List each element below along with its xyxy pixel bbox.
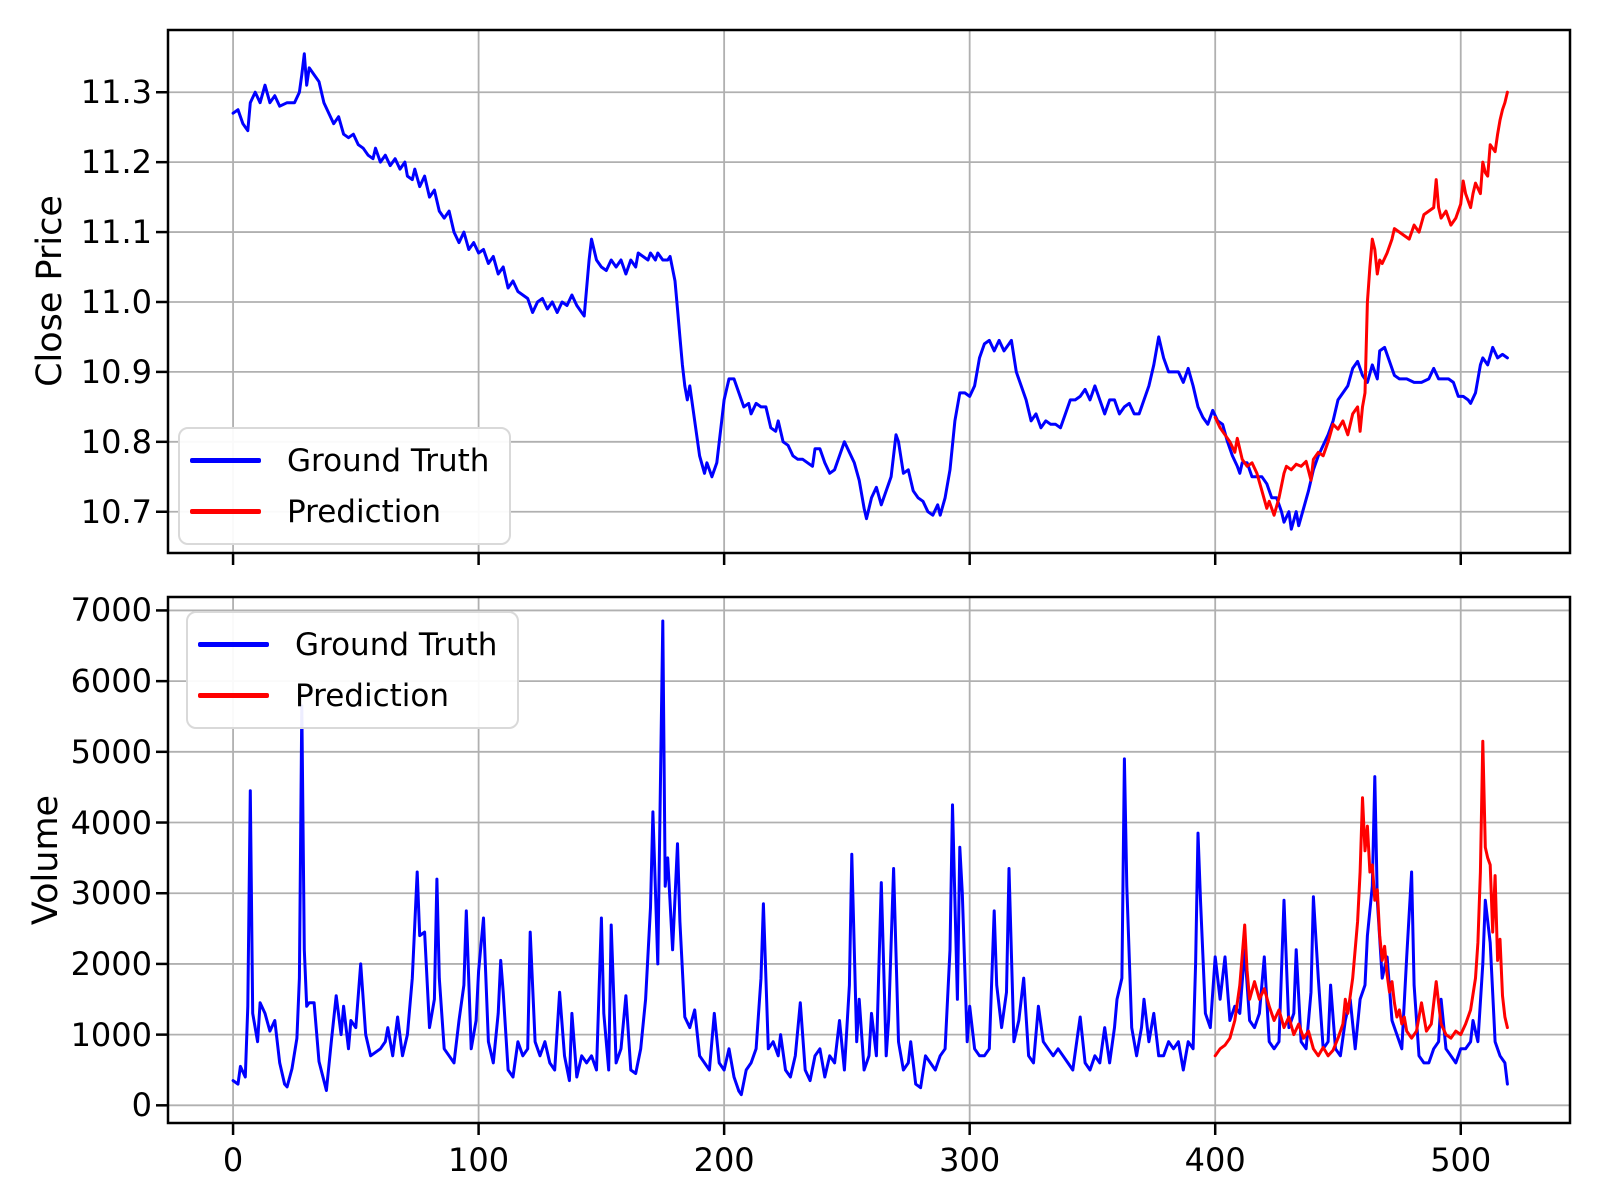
close-price-y-tick-label-11.1: 11.1 [80,213,152,252]
ground-truth-line-sample [190,458,261,463]
volume-y-tick-label-4000: 4000 [70,803,152,842]
close-price-axes: Ground Truth Prediction 10.7 10.8 10.9 11.0… [81,28,1572,565]
prediction-line-sample [190,509,261,514]
close-price-y-tick-label-10.8: 10.8 [80,422,152,461]
close-price-y-tick-label-10.7: 10.7 [80,492,152,531]
close-price-y-tick-label-11.2: 11.2 [80,143,152,182]
volume-axes: Ground Truth Prediction 0 100 200 300 400 500… [71,591,1572,1179]
ground-truth-legend-label: Ground Truth [287,442,490,479]
legend-row-ground-truth: Ground Truth [198,619,497,670]
legend-row-ground-truth: Ground Truth [190,435,489,486]
volume-x-tick-label-0: 0 [222,1141,244,1179]
volume-x-tick-label-300: 300 [939,1141,1001,1179]
volume-y-tick-label-7000: 7000 [70,591,152,630]
ground-truth-legend-label: Ground Truth [295,626,498,663]
volume-x-tick-label-400: 400 [1184,1141,1246,1179]
close-price-plot-canvas [156,28,1572,565]
volume-y-tick-label-6000: 6000 [70,662,152,701]
close-price-y-tick-label-10.9: 10.9 [80,352,152,391]
volume-y-tick-label-0: 0 [131,1086,152,1125]
volume-x-tick-label-200: 200 [693,1141,755,1179]
volume-y-tick-label-5000: 5000 [70,732,152,771]
close-prediction-line [1213,90,1509,517]
volume-legend: Ground Truth Prediction [186,611,520,729]
close-price-y-tick-label-11: 11.0 [80,282,152,321]
volume-y-tick-label-2000: 2000 [70,944,152,983]
volume-y-tick-label-3000: 3000 [70,874,152,913]
prediction-line-sample [198,693,269,698]
close-ground-truth-line [231,52,1509,531]
legend-row-prediction: Prediction [190,486,489,537]
ground-truth-line-sample [198,642,269,647]
volume-axes-frame [166,595,1572,1125]
prediction-legend-label: Prediction [287,493,442,530]
volume-ground-truth-line [231,619,1509,1097]
legend-row-prediction: Prediction [198,670,497,721]
close-price-legend: Ground Truth Prediction [178,427,512,545]
volume-x-tick-label-100: 100 [448,1141,510,1179]
volume-prediction-line [1213,739,1509,1058]
volume-y-tick-label-1000: 1000 [70,1015,152,1054]
close-price-axes-frame [166,28,1572,555]
volume-x-tick-label-500: 500 [1430,1141,1492,1179]
close-price-y-tick-label-11.3: 11.3 [80,73,152,112]
prediction-legend-label: Prediction [295,677,450,714]
